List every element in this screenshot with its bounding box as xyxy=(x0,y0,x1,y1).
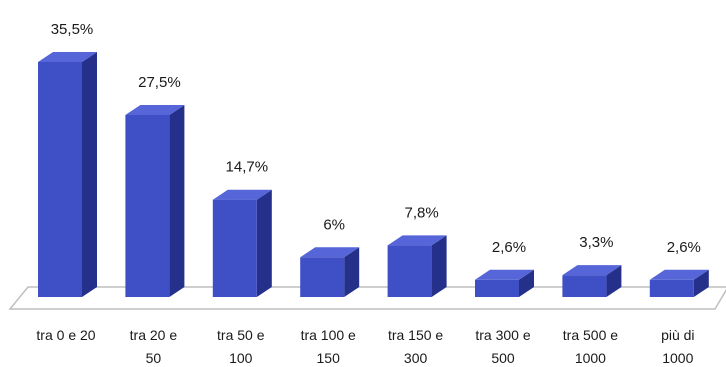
x-tick-label: 50 xyxy=(146,350,162,366)
bar-front xyxy=(649,279,694,297)
bar-top xyxy=(475,269,534,280)
bar-front xyxy=(125,114,170,297)
bar-front xyxy=(38,62,82,297)
bar xyxy=(562,265,622,297)
data-label: 3,3% xyxy=(579,234,613,251)
x-tick-label: 1000 xyxy=(575,350,606,366)
data-label: 35,5% xyxy=(51,21,94,38)
bar-top xyxy=(562,265,622,276)
x-tick-label: 1000 xyxy=(662,350,693,366)
x-tick-label: più di xyxy=(661,327,694,343)
x-tick-label: 100 xyxy=(229,350,253,366)
x-tick-label: tra 500 e xyxy=(563,327,618,343)
bars-group xyxy=(38,52,709,297)
data-label: 2,6% xyxy=(667,239,701,256)
x-tick-label: tra 20 e xyxy=(130,327,178,343)
bar xyxy=(125,104,185,297)
bar-top xyxy=(649,269,709,280)
bar-side xyxy=(606,265,622,297)
x-tick-label: tra 300 e xyxy=(475,327,530,343)
bar-side xyxy=(519,269,534,297)
data-label: 7,8% xyxy=(404,204,438,221)
x-tick-label: tra 0 e 20 xyxy=(36,327,95,343)
x-tick-label: 150 xyxy=(317,350,341,366)
bar-side xyxy=(344,247,360,297)
bar-top xyxy=(125,104,185,115)
chart-floor xyxy=(8,286,726,310)
data-label: 6% xyxy=(323,216,345,233)
bar-side xyxy=(169,104,185,297)
bar xyxy=(38,52,97,297)
data-label: 2,6% xyxy=(492,239,526,256)
x-tick-label: 300 xyxy=(404,350,428,366)
bar-side xyxy=(256,189,272,297)
bar-front xyxy=(300,257,345,297)
bar-front xyxy=(475,279,519,297)
bar-front xyxy=(562,275,607,297)
bar-side xyxy=(431,235,447,297)
bar-top xyxy=(38,52,97,62)
x-tick-label: tra 150 e xyxy=(388,327,443,343)
x-axis-tick-labels: tra 0 e 20 tra 20 e 50 tra 50 e 100 tra 100 e… xyxy=(36,327,694,366)
data-labels-group: 35,5% 27,5% 14,7% 6% 7,8% 2,6% 3,3% 2,6% xyxy=(51,21,701,256)
bar-top xyxy=(300,247,360,258)
bar xyxy=(649,269,709,297)
bar-top xyxy=(212,189,272,200)
x-tick-label: tra 50 e xyxy=(217,327,265,343)
data-label: 14,7% xyxy=(226,159,269,176)
bar xyxy=(475,269,534,297)
bar xyxy=(387,235,447,297)
bar-side xyxy=(693,269,709,297)
data-label: 27,5% xyxy=(138,74,181,91)
bar xyxy=(212,189,272,297)
bar-front xyxy=(212,199,257,297)
x-tick-label: tra 100 e xyxy=(301,327,356,343)
x-tick-label: 500 xyxy=(491,350,515,366)
bar-front xyxy=(387,245,432,297)
floor-plane xyxy=(8,286,726,310)
bar-side xyxy=(82,52,97,297)
bar xyxy=(300,247,360,297)
bar-top xyxy=(387,235,447,246)
